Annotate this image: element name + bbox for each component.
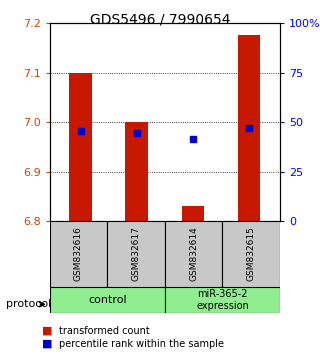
Bar: [165, 221, 222, 287]
Text: GSM832615: GSM832615: [247, 227, 256, 281]
Text: protocol: protocol: [6, 299, 52, 309]
Text: transformed count: transformed count: [59, 326, 150, 336]
Text: ■: ■: [42, 339, 52, 349]
Bar: [222, 221, 280, 287]
Bar: [50, 221, 107, 287]
Text: GDS5496 / 7990654: GDS5496 / 7990654: [90, 12, 230, 27]
Bar: [69, 73, 92, 221]
Bar: [182, 206, 204, 221]
Text: GSM832617: GSM832617: [132, 227, 140, 281]
Bar: [107, 221, 165, 287]
Text: GSM832614: GSM832614: [189, 227, 198, 281]
Bar: [165, 287, 280, 313]
Text: control: control: [88, 295, 126, 305]
Text: miR-365-2
expression: miR-365-2 expression: [196, 289, 249, 311]
Text: percentile rank within the sample: percentile rank within the sample: [59, 339, 224, 349]
Bar: [238, 35, 260, 221]
Text: GSM832616: GSM832616: [74, 227, 83, 281]
Text: ■: ■: [42, 326, 52, 336]
Bar: [50, 287, 165, 313]
Bar: [125, 122, 148, 221]
